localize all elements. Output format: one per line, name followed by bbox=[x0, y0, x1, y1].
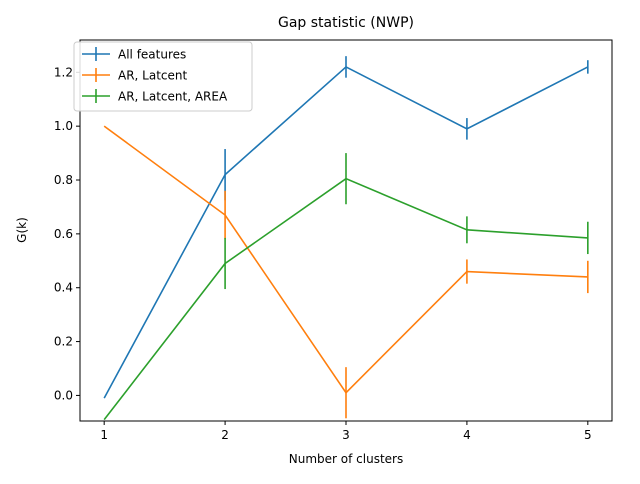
y-tick-label: 1.0 bbox=[54, 119, 73, 133]
x-tick-label: 4 bbox=[463, 428, 471, 442]
y-tick-label: 0.0 bbox=[54, 388, 73, 402]
legend-item: AR, Latcent, AREA bbox=[82, 89, 228, 104]
chart-title: Gap statistic (NWP) bbox=[278, 15, 414, 31]
legend-item: All features bbox=[82, 47, 186, 62]
y-tick-label: 1.2 bbox=[54, 65, 73, 79]
legend-box bbox=[73, 41, 253, 112]
y-tick-label: 0.2 bbox=[54, 335, 73, 349]
legend-label: AR, Latcent bbox=[118, 69, 188, 83]
x-axis-label: Number of clusters bbox=[289, 452, 403, 466]
series-2 bbox=[103, 153, 589, 421]
y-tick-label: 0.6 bbox=[54, 227, 73, 241]
axis-ticks: 1 2 3 4 5 0.0 0.2 0.4 0.6 0.8 1.0 1.2 bbox=[54, 65, 592, 442]
plot-area-frame bbox=[79, 39, 613, 422]
x-tick-label: 2 bbox=[221, 428, 229, 442]
y-tick-label: 0.8 bbox=[54, 173, 73, 187]
y-tick-label: 0.4 bbox=[54, 281, 73, 295]
x-tick-label: 1 bbox=[100, 428, 108, 442]
plot-series bbox=[103, 56, 589, 421]
y-axis-label: G(k) bbox=[15, 217, 29, 243]
x-tick-label: 5 bbox=[584, 428, 592, 442]
x-tick-label: 3 bbox=[342, 428, 350, 442]
legend-label: AR, Latcent, AREA bbox=[118, 90, 228, 104]
legend: All features AR, Latcent AR, Latcent, AREA bbox=[73, 41, 253, 112]
series-1 bbox=[103, 125, 589, 419]
legend-label: All features bbox=[118, 48, 186, 62]
legend-item: AR, Latcent bbox=[82, 68, 188, 83]
